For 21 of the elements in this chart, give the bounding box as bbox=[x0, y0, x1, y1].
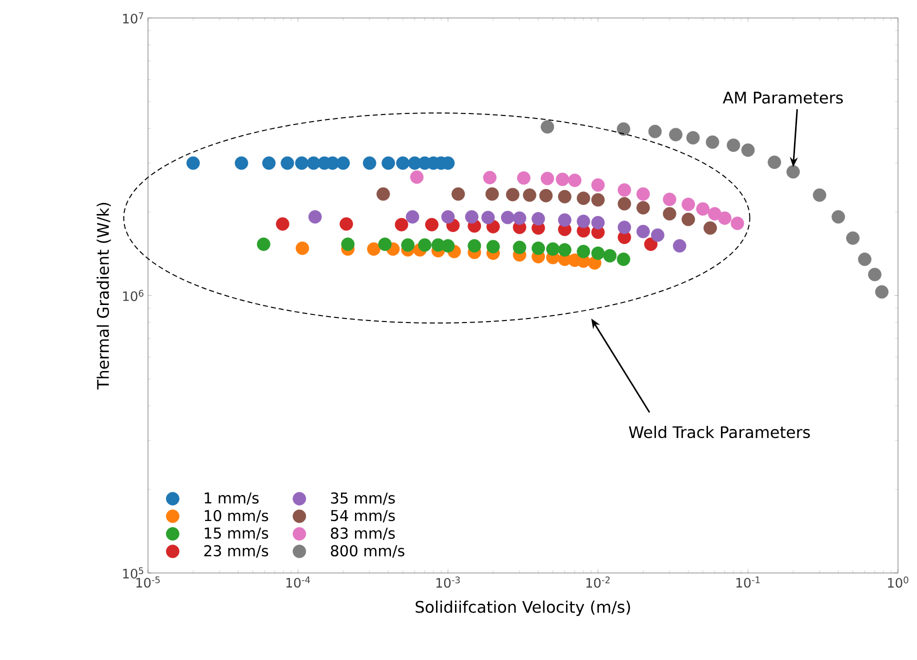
x-tick-label: 10$^{0}$ bbox=[888, 576, 908, 588]
y-tick-label: 10$^{6}$ bbox=[123, 290, 144, 302]
x-tick-label: 10$^{-5}$ bbox=[136, 576, 160, 588]
x-axis-title: Solidiifcation Velocity (m/s) bbox=[416, 600, 630, 616]
y-tick-label: 10$^{5}$ bbox=[123, 567, 144, 579]
x-tick-label: 10$^{-4}$ bbox=[286, 576, 310, 588]
legend-label: 54 mm/s bbox=[331, 510, 395, 522]
x-tick-label: 10$^{-2}$ bbox=[586, 576, 610, 588]
annotation: Weld Track Parameters bbox=[628, 426, 810, 438]
legend-label: 35 mm/s bbox=[331, 492, 395, 505]
legend-label: 800 mm/s bbox=[330, 545, 404, 558]
legend-label: 10 mm/s bbox=[204, 510, 268, 522]
legend-label: 83 mm/s bbox=[330, 528, 395, 540]
x-tick-label: 10$^{-3}$ bbox=[436, 576, 460, 588]
legend-label: 15 mm/s bbox=[204, 528, 268, 540]
y-axis-title: Thermal Gradient (W/k) bbox=[96, 202, 111, 390]
legend-label: 1 mm/s bbox=[204, 492, 259, 505]
x-tick-label: 10$^{-1}$ bbox=[736, 576, 760, 588]
y-tick-label: 10$^{7}$ bbox=[123, 12, 144, 24]
annotation: AM Parameters bbox=[722, 92, 843, 104]
legend-label: 23 mm/s bbox=[204, 545, 268, 558]
